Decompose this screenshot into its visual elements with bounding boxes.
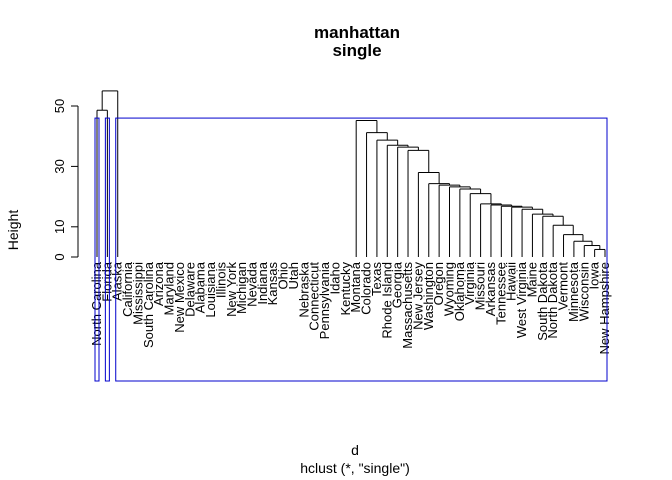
leaf-label: Virginia [462, 261, 477, 305]
leaf-label: California [120, 261, 135, 317]
leaf-label: Arkansas [483, 262, 498, 317]
leaf-label: Mississippi [130, 262, 145, 325]
leaf-label: Missouri [473, 262, 488, 311]
leaf-label: Oregon [431, 262, 446, 305]
leaf-label: Illinois [213, 262, 228, 299]
leaf-label: West Virginia [514, 261, 529, 338]
leaf-label: Louisiana [203, 261, 218, 317]
y-axis-label: Height [5, 210, 21, 251]
leaf-label: Oklahoma [452, 261, 467, 321]
leaf-label: Wyoming [441, 262, 456, 316]
leaf-label: Iowa [587, 261, 602, 289]
leaf-label: Maryland [162, 262, 177, 315]
leaf-label: Ohio [276, 262, 291, 289]
y-tick-label: 30 [52, 159, 67, 173]
leaf-label: Hawaii [504, 262, 519, 301]
leaf-label: Kansas [265, 262, 280, 306]
leaf-label: South Carolina [141, 261, 156, 348]
leaf-label: Minnesota [566, 261, 581, 322]
cluster-box [104, 117, 110, 382]
leaf-label: Texas [369, 262, 384, 296]
leaf-label: New Mexico [172, 262, 187, 333]
chart-subtitle: single [332, 41, 381, 60]
y-axis: 0 10 30 50 [52, 99, 79, 261]
y-tick-label: 0 [52, 253, 67, 260]
leaf-label: Utah [286, 262, 301, 289]
leaf-label: North Dakota [545, 261, 560, 338]
leaf-label: Kentucky [338, 262, 353, 316]
leaf-label: Indiana [255, 261, 270, 304]
leaf-label: North Carolina [89, 261, 104, 346]
cluster-boxes [94, 117, 608, 382]
leaf-label: Wisconsin [576, 262, 591, 321]
cluster-box [94, 117, 100, 382]
leaf-label: Florida [99, 261, 114, 302]
leaf-label: Connecticut [307, 262, 322, 331]
leaf-label: Nevada [245, 261, 260, 307]
leaf-label: Massachusetts [400, 262, 415, 349]
leaf-label: Vermont [556, 262, 571, 311]
leaf-label: Montana [348, 261, 363, 312]
leaf-label: Georgia [390, 261, 405, 308]
leaf-label: Idaho [327, 262, 342, 295]
chart-title: manhattan [314, 23, 400, 42]
leaf-label: Maine [524, 262, 539, 297]
leaf-label: Tennessee [493, 262, 508, 325]
leaf-label: New York [224, 262, 239, 317]
leaf-label: New Hampshire [597, 262, 612, 354]
cluster-box [115, 117, 608, 382]
leaf-label: Delaware [182, 262, 197, 317]
y-tick-label: 50 [52, 99, 67, 113]
leaf-label: New Jersey [410, 262, 425, 330]
leaf-label: Pennsylvania [317, 261, 332, 339]
dendrogram-tree [96, 90, 606, 257]
x-axis-label: d [351, 442, 359, 458]
method-caption: hclust (*, "single") [300, 460, 410, 476]
leaf-label: South Dakota [535, 261, 550, 341]
leaf-label: Colorado [359, 262, 374, 315]
leaf-label: Michigan [234, 262, 249, 314]
leaf-label: Rhode Island [379, 262, 394, 339]
leaf-label: Washington [421, 262, 436, 330]
leaf-labels: North CarolinaFloridaAlaskaCaliforniaMis… [89, 261, 612, 354]
leaf-label: Alabama [193, 261, 208, 313]
y-tick-label: 10 [52, 220, 67, 234]
leaf-label: Alaska [110, 261, 125, 301]
leaf-label: Nebraska [296, 261, 311, 317]
leaf-label: Arizona [151, 261, 166, 306]
